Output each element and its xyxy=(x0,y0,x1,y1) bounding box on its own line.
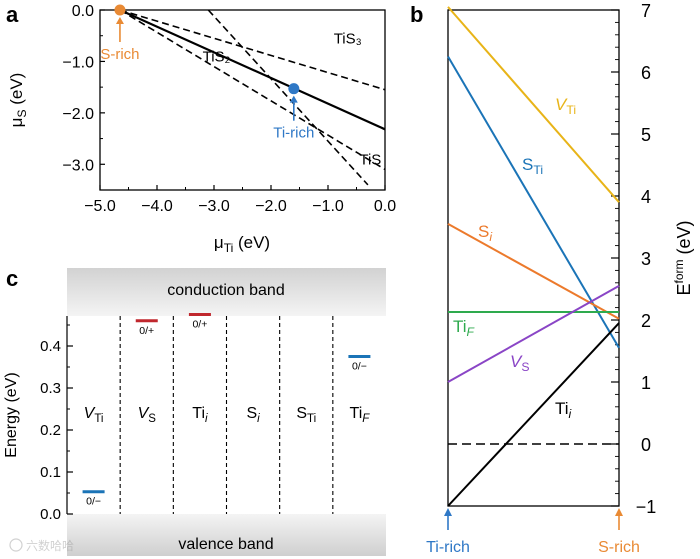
curve-label-tis: TiS xyxy=(359,151,381,168)
b-label-ti-f: TiF xyxy=(453,317,476,339)
arrow-head-icon xyxy=(444,508,452,516)
b-line-s-i xyxy=(447,223,620,320)
defect-level-charge: 0/+ xyxy=(139,325,154,337)
marker-s-rich xyxy=(114,4,126,16)
panel-c: conduction band valence band 0.0 0.1 0.2 0.… xyxy=(3,268,386,556)
panel-b-frame xyxy=(447,9,620,507)
b-line-s-ti xyxy=(447,55,620,349)
b-label-ti-i: Tii xyxy=(555,399,572,421)
panel-label-b: b xyxy=(410,2,423,27)
conduction-band-label: conduction band xyxy=(167,282,284,299)
watermark-text: 六数哈哈 xyxy=(26,538,74,553)
a-xtick-label: 0.0 xyxy=(374,198,396,215)
c-category-ti-i: Tii xyxy=(192,405,208,425)
arrow-head-icon xyxy=(289,95,298,103)
b-ytick-label: −1 xyxy=(636,497,657,517)
a-ytick-label: −2.0 xyxy=(62,106,94,123)
panel-a: −5.0 −4.0 −3.0 −2.0 −1.0 0.0 0.0 −1.0 −2.0 −3.0 S… xyxy=(7,3,396,255)
a-line-tis3 xyxy=(119,9,386,91)
panel-b: −1 0 1 2 3 4 5 6 7 VTi STi Si TiF VS Tii Ti-rich S-ric… xyxy=(426,1,694,556)
b-line-v-s xyxy=(447,285,620,383)
defect-level-charge: 0/− xyxy=(352,361,367,373)
b-ytick-label: 4 xyxy=(641,187,651,207)
a-line-boundary xyxy=(207,9,369,186)
panel-label-c: c xyxy=(6,266,18,291)
a-xtick-label: −5.0 xyxy=(84,198,116,215)
panel-b-ylabel: Eform (eV) xyxy=(672,220,694,295)
conduction-band xyxy=(67,268,386,316)
b-ytick-label: 5 xyxy=(641,125,651,145)
b-label-s-i: Si xyxy=(478,222,492,244)
a-ytick-label: −3.0 xyxy=(62,157,94,174)
c-ytick-label: 0.3 xyxy=(40,380,61,397)
marker-label-ti-rich: Ti-rich xyxy=(273,125,314,142)
curve-label-tis3: TiS₃ xyxy=(334,30,362,47)
panel-a-ylabel: μS (eV) xyxy=(7,73,29,128)
c-category-v-s: VS xyxy=(138,405,157,425)
c-ytick-label: 0.1 xyxy=(40,464,61,481)
b-label-s-ti: STi xyxy=(522,155,543,177)
a-xtick-label: −2.0 xyxy=(255,198,287,215)
a-xtick-label: −1.0 xyxy=(312,198,344,215)
b-line-v-ti xyxy=(447,6,620,203)
b-end-s-rich: S-rich xyxy=(598,539,640,556)
a-ytick-label: −1.0 xyxy=(62,54,94,71)
panel-a-xlabel: μTi (eV) xyxy=(214,233,270,255)
b-label-v-ti: VTi xyxy=(555,95,576,117)
a-line-tis2 xyxy=(119,8,386,131)
defect-level-charge: 0/− xyxy=(86,496,101,508)
watermark: 六数哈哈 xyxy=(9,538,74,553)
valence-band-label: valence band xyxy=(178,536,273,553)
watermark-logo-icon xyxy=(9,538,23,552)
b-ytick-label: 1 xyxy=(641,373,651,393)
c-ytick-label: 0.2 xyxy=(40,422,61,439)
a-ytick-label: 0.0 xyxy=(72,3,94,20)
defect-level-charge: 0/+ xyxy=(192,319,207,331)
curve-label-tis2: TiS₂ xyxy=(203,48,231,65)
b-ytick-label: 3 xyxy=(641,249,651,269)
b-ytick-label: 2 xyxy=(641,311,651,331)
panel-c-ylabel: Energy (eV) xyxy=(3,372,20,457)
b-end-ti-rich: Ti-rich xyxy=(426,539,470,556)
arrow-head-icon xyxy=(115,17,124,24)
b-label-v-s: VS xyxy=(510,352,530,374)
c-ytick-label: 0.4 xyxy=(40,338,61,355)
arrow-head-icon xyxy=(615,508,623,516)
b-ytick-label: 6 xyxy=(641,63,651,83)
b-ytick-label: 7 xyxy=(641,1,651,21)
c-category-s-ti: STi xyxy=(296,405,316,425)
marker-ti-rich xyxy=(288,83,300,95)
c-category-ti-f: TiF xyxy=(350,405,371,425)
valence-band xyxy=(67,514,386,556)
b-ytick-label: 0 xyxy=(641,435,651,455)
a-line-tis xyxy=(119,9,386,171)
marker-label-s-rich: S-rich xyxy=(100,46,139,63)
b-line-ti-i xyxy=(447,322,620,507)
panel-label-a: a xyxy=(6,2,19,27)
a-xtick-label: −3.0 xyxy=(198,198,230,215)
c-category-s-i: Si xyxy=(246,405,260,425)
c-category-v-ti: VTi xyxy=(84,405,104,425)
c-ytick-label: 0.0 xyxy=(40,506,61,523)
a-xtick-label: −4.0 xyxy=(141,198,173,215)
